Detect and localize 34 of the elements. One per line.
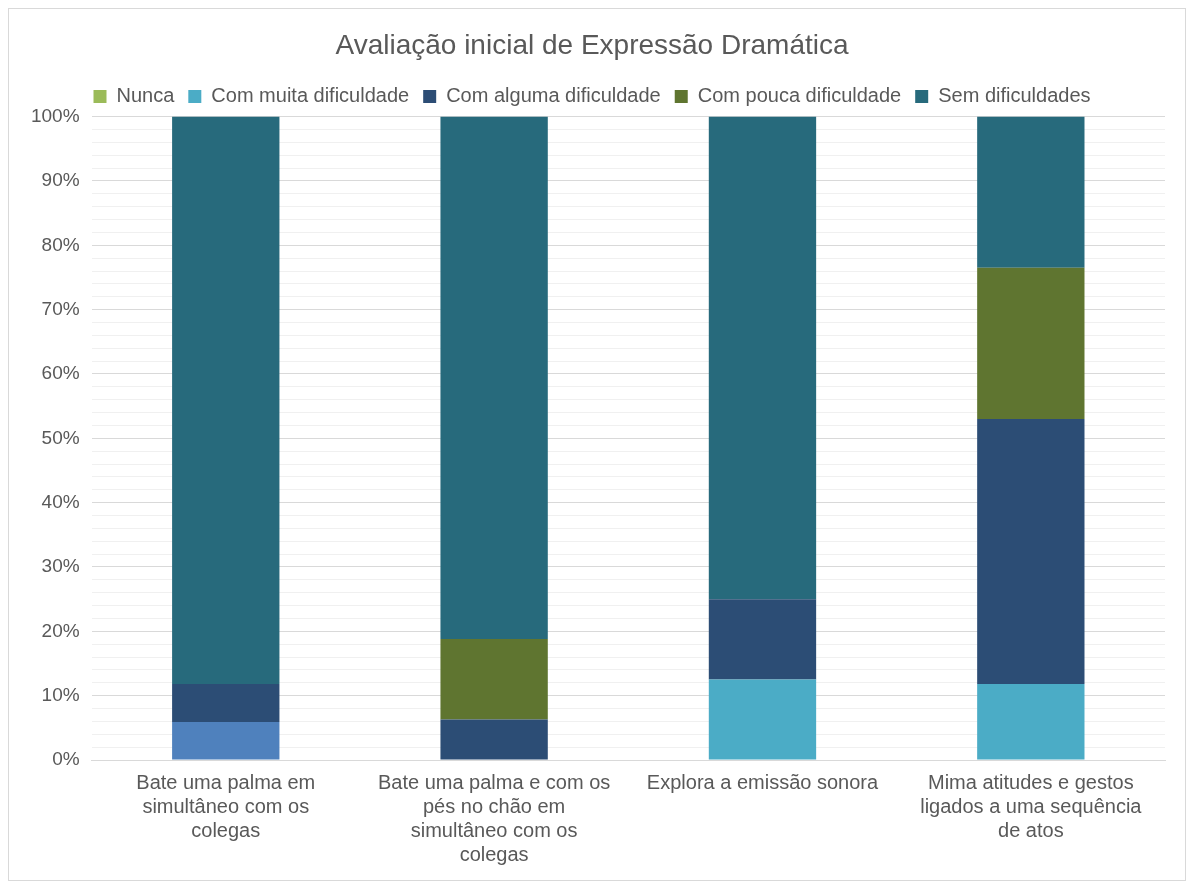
legend-label: Com alguma dificuldade (446, 84, 661, 107)
y-tick-label: 60% (41, 362, 80, 384)
legend-label: Com muita dificuldade (211, 84, 410, 107)
y-tick-label: 70% (41, 297, 80, 319)
bar (172, 722, 280, 760)
chart-title: Avaliação inicial de Expressão Dramática (335, 28, 849, 60)
x-tick-label: Explora a emissão sonora (646, 770, 879, 793)
bar (172, 116, 280, 685)
y-tick-label: 20% (41, 619, 80, 641)
y-tick-label: 80% (41, 233, 80, 255)
y-tick-label: 100% (30, 104, 80, 126)
bar (977, 419, 1085, 685)
legend-label: Com pouca dificuldade (697, 84, 902, 107)
bar (172, 684, 280, 723)
y-tick-label: 0% (52, 748, 80, 770)
bar (977, 267, 1085, 419)
bar (708, 679, 817, 760)
bar (440, 116, 548, 640)
y-tick-label: 40% (41, 490, 80, 512)
y-tick-label: 30% (41, 555, 80, 577)
bar (708, 116, 817, 600)
x-tick-label: Mima atitudes e gestos ligados a uma sequência de atos (920, 770, 1143, 841)
y-tick-label: 50% (41, 426, 80, 448)
bar (977, 116, 1085, 268)
bar (977, 684, 1085, 760)
legend-label: Sem dificuldades (938, 84, 1091, 107)
legend-label: Nunca (116, 84, 176, 107)
y-tick-label: 10% (41, 683, 80, 705)
y-tick-label: 90% (41, 169, 80, 191)
bar (708, 599, 817, 680)
x-tick-label: Bate uma palma e com os pés no chão em simultâneo com os colegas (377, 770, 611, 865)
x-tick-label: Bate uma palma em simultâneo com os colegas (136, 770, 316, 841)
bar (440, 639, 548, 720)
bar (440, 719, 548, 760)
